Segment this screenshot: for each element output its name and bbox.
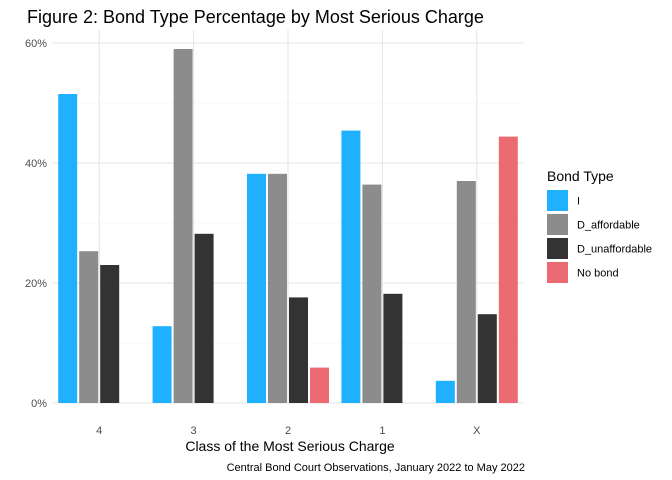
bar-d-unaffordable-3 [194,233,214,403]
bar-no-bond-x [498,136,518,403]
bar-d-unaffordable-2 [289,297,308,403]
legend-label: No bond [577,268,619,280]
x-tick-label: 4 [96,425,102,437]
legend: Bond Type I D_affordable D_unaffordable No … [547,168,652,283]
legend-swatch [547,190,568,211]
bars [58,49,518,403]
x-tick-label: X [473,425,481,437]
chart-title: Figure 2: Bond Type Percentage by Most S… [27,7,484,27]
y-tick-label: 40% [25,158,47,170]
x-tick-label: 1 [379,425,385,437]
bar-d-affordable-3 [173,49,193,403]
bar-d-affordable-1 [362,184,382,403]
y-tick-label: 60% [25,38,47,50]
legend-title: Bond Type [547,168,614,184]
y-tick-label: 0% [31,398,47,410]
gridlines [52,30,524,404]
legend-label: D_unaffordable [577,244,652,256]
bar-i-x [435,380,455,403]
x-axis-title: Class of the Most Serious Charge [185,438,395,454]
legend-label: D_affordable [577,220,640,232]
bar-i-4 [58,94,78,403]
bar-d-affordable-4 [79,251,99,403]
bar-i-2 [247,173,266,403]
bar-no-bond-2 [310,367,329,403]
bar-d-unaffordable-1 [383,293,403,403]
bar-d-affordable-2 [268,173,287,403]
chart-caption: Central Bond Court Observations, January… [227,462,525,474]
x-tick-label: 2 [285,425,291,437]
bar-i-1 [341,130,361,403]
bar-d-affordable-x [456,181,476,403]
bar-d-unaffordable-x [477,314,497,403]
legend-swatch [547,214,568,235]
legend-swatch [547,238,568,259]
y-tick-label: 20% [25,278,47,290]
bar-d-unaffordable-4 [100,265,120,403]
legend-label: I [577,196,580,208]
axis-ticks: 0% 20% 40% 60% 4 3 2 1 X [25,38,481,437]
bar-i-3 [152,326,172,403]
x-tick-label: 3 [191,425,197,437]
legend-swatch [547,262,568,283]
